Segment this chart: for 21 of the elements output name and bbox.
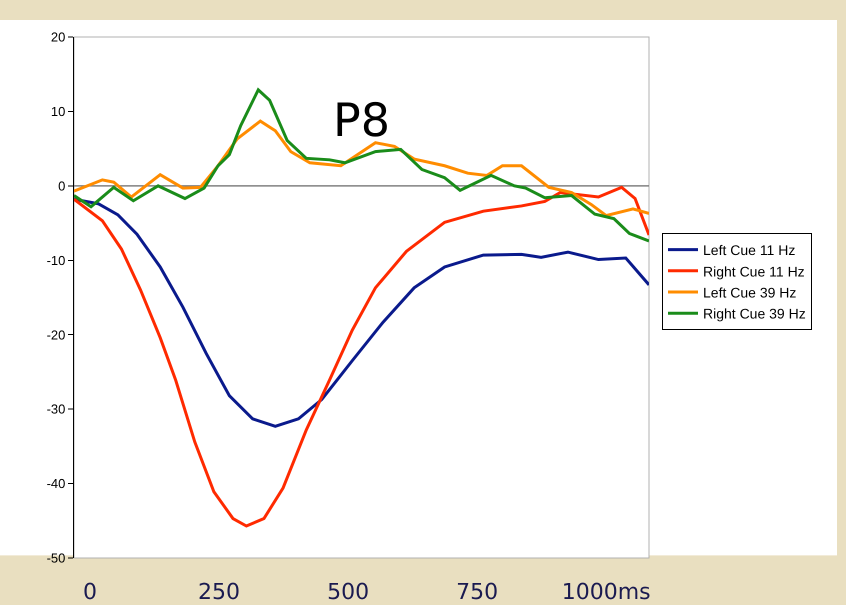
- y-tick-label: -40: [46, 476, 66, 492]
- y-tick-label: 0: [58, 178, 66, 194]
- text: P8: [332, 93, 390, 148]
- x-tick-label: 250: [198, 580, 240, 605]
- legend-label: Left Cue 39 Hz: [703, 284, 796, 300]
- line-series: [74, 88, 649, 242]
- y-tick-label: -20: [46, 327, 66, 342]
- legend-label: Left Cue 11 Hz: [703, 242, 796, 258]
- line-series: [74, 198, 649, 428]
- y-tick-label: -50: [46, 550, 66, 566]
- x-tick-label: 500: [327, 580, 370, 605]
- legend-label: Right Cue 39 Hz: [703, 306, 806, 322]
- x-tick-label: 0: [83, 580, 97, 605]
- x-tick-label: 1000ms: [562, 580, 651, 605]
- x-tick-label: 750: [456, 580, 498, 605]
- y-tick-label: 20: [50, 30, 66, 45]
- y-tick-label: -30: [46, 402, 66, 417]
- y-tick-label: 10: [50, 104, 66, 119]
- line-series: [74, 186, 649, 528]
- y-tick-label: -10: [46, 252, 66, 268]
- legend-label: Right Cue 11 Hz: [703, 263, 805, 280]
